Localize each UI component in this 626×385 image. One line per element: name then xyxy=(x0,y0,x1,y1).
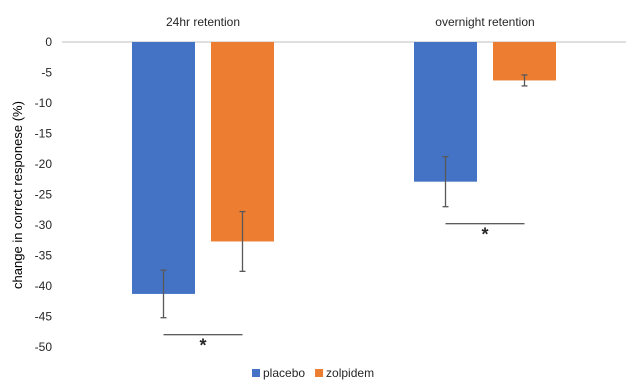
y-tick-label: -15 xyxy=(35,127,53,141)
bar-placebo xyxy=(132,42,195,294)
legend: placebo zolpidem xyxy=(252,366,374,380)
legend-label: zolpidem xyxy=(326,366,374,380)
legend-swatch xyxy=(252,369,260,377)
legend-item-zolpidem: zolpidem xyxy=(315,366,374,380)
legend-item-placebo: placebo xyxy=(252,366,305,380)
error-bar xyxy=(521,74,528,87)
error-bar xyxy=(442,156,449,208)
category-labels: 24hr retention overnight retention xyxy=(166,15,535,29)
significance-star: * xyxy=(481,225,488,245)
y-tick-label: -40 xyxy=(35,279,53,293)
y-tick-label: -25 xyxy=(35,188,53,202)
significance-markers: ** xyxy=(163,223,525,356)
legend-swatch xyxy=(315,369,324,377)
bars xyxy=(132,42,556,294)
y-tick-label: -10 xyxy=(35,96,53,110)
error-bar xyxy=(239,210,246,273)
y-axis: 0 -5 -10 -15 -20 -25 -30 -35 -40 -45 -50 xyxy=(35,35,626,354)
y-tick-label: -45 xyxy=(35,310,53,324)
y-tick-label: -50 xyxy=(35,340,53,354)
legend-label: placebo xyxy=(263,366,305,380)
y-tick-label: -30 xyxy=(35,218,53,232)
y-tick-label: -35 xyxy=(35,249,53,263)
significance-star: * xyxy=(199,336,206,356)
bar-zolpidem xyxy=(493,42,556,81)
y-tick-label: 0 xyxy=(45,35,52,49)
y-tick-label: -5 xyxy=(41,66,52,80)
category-label: overnight retention xyxy=(435,15,534,29)
error-bar xyxy=(160,269,167,319)
category-label: 24hr retention xyxy=(166,15,240,29)
y-axis-label: change in correct responese (%) xyxy=(10,101,25,289)
bar-zolpidem xyxy=(211,42,274,242)
y-tick-label: -20 xyxy=(35,157,53,171)
error-bars xyxy=(160,74,528,319)
